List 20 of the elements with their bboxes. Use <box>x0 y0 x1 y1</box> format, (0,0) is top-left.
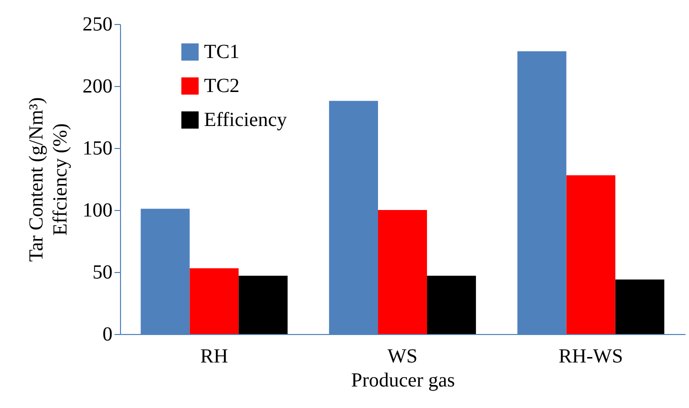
legend-label: TC1 <box>204 41 240 63</box>
bar <box>566 175 616 334</box>
legend-label: Efficiency <box>204 109 287 131</box>
bar <box>615 279 664 334</box>
y-tick-label: 200 <box>82 76 112 98</box>
bar <box>426 276 476 334</box>
y-axis-title: Tar Content (g/Nm³) Effciency (%) <box>26 97 72 262</box>
y-tick-label: 100 <box>82 200 112 222</box>
x-tick-label: WS <box>388 346 418 368</box>
y-tick-label: 150 <box>82 138 112 160</box>
x-axis-title: Producer gas <box>351 370 456 392</box>
y-tick-label: 0 <box>102 324 112 346</box>
bar <box>378 210 427 334</box>
bar <box>190 268 239 334</box>
x-tick-label: RH-WS <box>558 346 624 368</box>
y-tick-label: 50 <box>92 262 112 284</box>
x-tick-label: RH <box>200 346 228 368</box>
bar <box>238 276 288 334</box>
y-tick-label: 250 <box>82 14 112 36</box>
legend-label: TC2 <box>204 75 240 97</box>
